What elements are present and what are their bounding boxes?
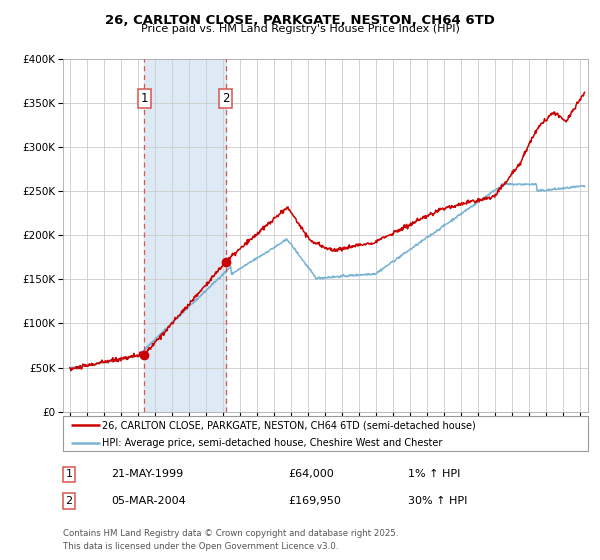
Text: 2: 2 (222, 92, 229, 105)
FancyBboxPatch shape (63, 416, 588, 451)
Text: HPI: Average price, semi-detached house, Cheshire West and Chester: HPI: Average price, semi-detached house,… (103, 438, 443, 448)
Text: Price paid vs. HM Land Registry's House Price Index (HPI): Price paid vs. HM Land Registry's House … (140, 24, 460, 34)
Text: 26, CARLTON CLOSE, PARKGATE, NESTON, CH64 6TD (semi-detached house): 26, CARLTON CLOSE, PARKGATE, NESTON, CH6… (103, 421, 476, 431)
Text: £64,000: £64,000 (288, 469, 334, 479)
Text: 1: 1 (140, 92, 148, 105)
Text: £169,950: £169,950 (288, 496, 341, 506)
Bar (144, 59, 226, 412)
Text: 2: 2 (65, 496, 73, 506)
Text: 21-MAY-1999: 21-MAY-1999 (111, 469, 183, 479)
Text: Contains HM Land Registry data © Crown copyright and database right 2025.
This d: Contains HM Land Registry data © Crown c… (63, 529, 398, 550)
Text: 1% ↑ HPI: 1% ↑ HPI (408, 469, 460, 479)
Text: 05-MAR-2004: 05-MAR-2004 (111, 496, 186, 506)
Text: 26, CARLTON CLOSE, PARKGATE, NESTON, CH64 6TD: 26, CARLTON CLOSE, PARKGATE, NESTON, CH6… (105, 14, 495, 27)
Text: 30% ↑ HPI: 30% ↑ HPI (408, 496, 467, 506)
Text: 1: 1 (65, 469, 73, 479)
